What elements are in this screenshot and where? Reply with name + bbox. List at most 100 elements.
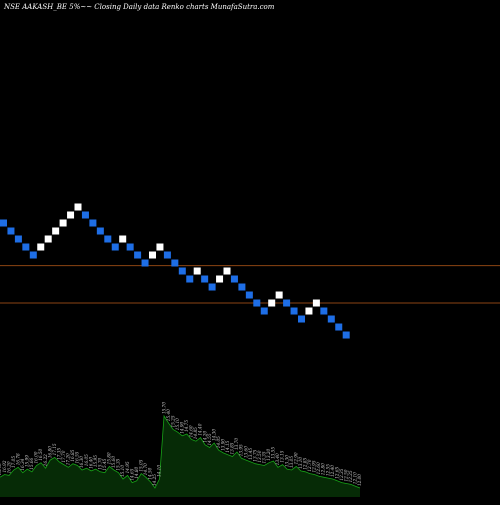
renko-bricks — [0, 203, 350, 339]
down-brick — [96, 227, 104, 235]
down-brick — [81, 211, 89, 219]
volume-value-label: 16.78 — [15, 453, 20, 465]
volume-value-label: 13.85 — [230, 442, 235, 454]
volume-value-label: 13.60 — [243, 446, 248, 458]
down-brick — [253, 299, 261, 307]
up-brick — [67, 211, 75, 219]
volume-value-label: 14.05 — [216, 436, 221, 448]
down-brick — [163, 251, 171, 259]
volume-value-label: 12.70 — [307, 459, 312, 471]
volume-value-label: 15.70 — [97, 457, 102, 469]
volume-value-label: 14.40 — [198, 423, 203, 435]
volume-value-label: 16.55 — [75, 451, 80, 463]
volume-value-label: 12.80 — [321, 463, 326, 475]
volume-value-label: 12.95 — [312, 460, 317, 472]
up-brick — [37, 243, 45, 251]
volume-value-label: 18.46 — [0, 463, 2, 475]
volume-value-label: 16.22 — [43, 454, 48, 466]
chart-title: NSE AAKASH_BE 5%~~ Closing Daily data Re… — [3, 3, 275, 11]
volume-value-label: 13.90 — [220, 439, 225, 451]
down-brick — [245, 291, 253, 299]
up-brick — [149, 251, 156, 259]
down-brick — [238, 283, 246, 291]
volume-value-label: 12.00 — [357, 474, 362, 486]
volume-value-label: 17.70 — [61, 450, 66, 462]
down-brick — [201, 275, 209, 283]
volume-value-label: 14.25 — [152, 474, 157, 486]
volume-value-label: 16.20 — [6, 461, 11, 473]
down-brick — [126, 243, 134, 251]
volume-line — [0, 414, 361, 489]
volume-value-label: 14.85 — [193, 427, 198, 439]
down-brick — [22, 243, 30, 251]
volume-value-label: 12.10 — [353, 472, 358, 484]
volume-value-label: 15.99 — [25, 455, 30, 467]
volume-value-label: 12.55 — [325, 464, 330, 476]
volume-value-label: 13.35 — [262, 451, 267, 463]
volume-value-label: 15.25 — [170, 415, 175, 427]
volume-value-label: 16.34 — [20, 458, 25, 470]
up-brick — [156, 243, 164, 251]
up-brick — [74, 203, 82, 211]
up-brick — [275, 291, 283, 299]
volume-value-label: 17.05 — [11, 456, 16, 468]
volume-value-label: 16.80 — [47, 446, 52, 458]
volume-value-label: 16.85 — [70, 449, 75, 461]
volume-value-label: 12.40 — [330, 465, 335, 477]
down-brick — [342, 331, 350, 339]
volume-value-label: 13.95 — [239, 444, 244, 456]
volume-value-label: 17.15 — [52, 443, 57, 455]
volume-value-label: 16.92 — [2, 460, 7, 472]
down-brick — [0, 219, 7, 227]
down-brick — [327, 315, 335, 323]
volume-value-label: 14.50 — [148, 467, 153, 479]
volume-value-label: 13.30 — [284, 455, 289, 467]
volume-value-label: 12.90 — [293, 452, 298, 464]
volume-value-label: 14.75 — [184, 420, 189, 432]
down-brick — [178, 267, 186, 275]
reference-lines — [0, 265, 500, 304]
volume-value-label: 15.80 — [107, 452, 112, 464]
volume-value-label: 16.30 — [79, 456, 84, 468]
volume-value-label: 15.10 — [120, 465, 125, 477]
volume-value-label: 15.95 — [93, 455, 98, 467]
down-brick — [134, 251, 142, 259]
volume-value-label: 15.05 — [138, 459, 143, 471]
volume-value-label: 16.40 — [88, 457, 93, 469]
volume-value-label: 12.50 — [344, 469, 349, 481]
down-brick — [104, 235, 112, 243]
down-brick — [141, 259, 149, 267]
down-brick — [111, 243, 119, 251]
volume-value-label: 13.45 — [248, 448, 253, 460]
volume-value-label: 12.60 — [316, 462, 321, 474]
volume-value-label: 13.05 — [289, 456, 294, 468]
down-brick — [7, 227, 15, 235]
volume-labels: 18.46 16.92 16.20 17.05 16.78 16.34 15.99 15.66… — [0, 402, 362, 486]
volume-value-label: 13.70 — [234, 438, 239, 450]
volume-value-label: 14.10 — [157, 465, 162, 477]
down-brick — [283, 299, 291, 307]
volume-value-label: 15.10 — [175, 418, 180, 430]
volume-value-label: 14.60 — [189, 425, 194, 437]
volume-value-label: 13.10 — [298, 457, 303, 469]
up-brick — [193, 267, 201, 275]
down-brick — [298, 315, 305, 323]
down-brick — [208, 283, 216, 291]
down-brick — [230, 275, 238, 283]
volume-value-label: 17.20 — [66, 453, 71, 465]
up-brick — [223, 267, 231, 275]
volume-area — [0, 414, 361, 497]
down-brick — [335, 323, 343, 331]
volume-value-label: 12.65 — [334, 466, 339, 478]
down-brick — [186, 275, 194, 283]
up-brick — [59, 219, 67, 227]
up-brick — [268, 299, 276, 307]
up-brick — [216, 275, 224, 283]
volume-value-label: 14.55 — [207, 433, 212, 445]
volume-value-label: 14.70 — [143, 463, 148, 475]
volume-value-label: 12.25 — [348, 470, 353, 482]
volume-value-label: 13.40 — [275, 453, 280, 465]
volume-value-label: 15.35 — [116, 458, 121, 470]
